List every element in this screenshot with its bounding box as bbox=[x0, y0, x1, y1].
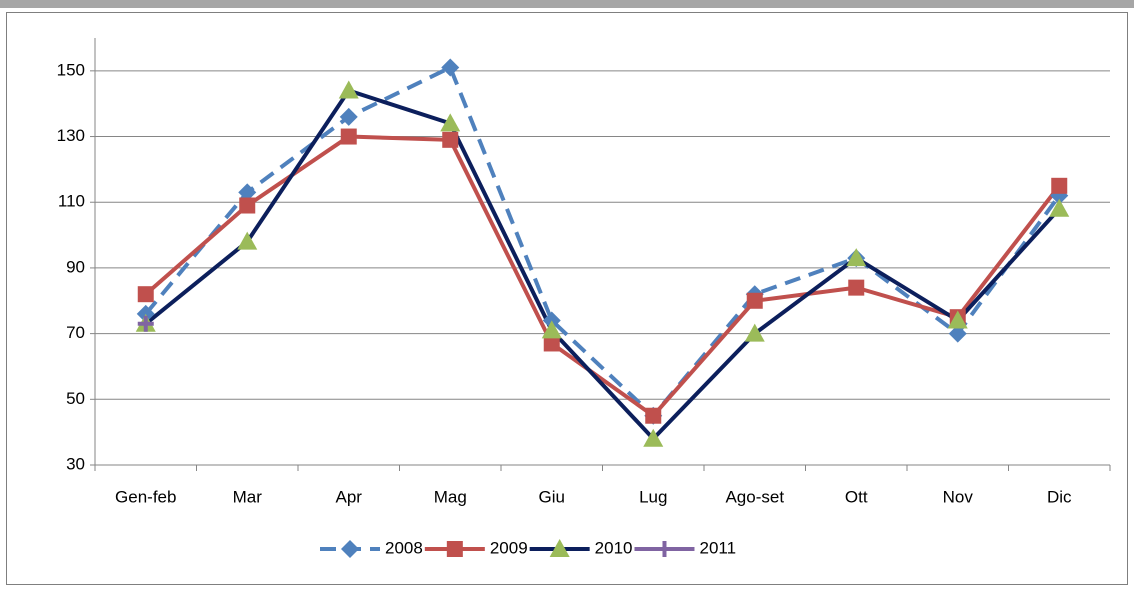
x-tick-label: Giu bbox=[539, 487, 565, 506]
x-tick-label: Mar bbox=[233, 487, 263, 506]
legend-label: 2010 bbox=[595, 538, 633, 557]
marker bbox=[137, 315, 154, 332]
y-tick-label: 30 bbox=[66, 454, 85, 473]
y-tick-label: 50 bbox=[66, 389, 85, 408]
series-line bbox=[144, 88, 1061, 441]
marker bbox=[338, 80, 359, 99]
marker bbox=[746, 292, 763, 309]
legend-label: 2008 bbox=[385, 538, 423, 557]
x-tick-label: Apr bbox=[336, 487, 363, 506]
marker bbox=[339, 107, 358, 126]
series-line bbox=[144, 65, 1061, 418]
marker bbox=[643, 428, 664, 447]
marker bbox=[947, 310, 968, 329]
marker bbox=[441, 58, 460, 77]
legend-marker bbox=[656, 541, 673, 557]
x-tick-label: Lug bbox=[639, 487, 667, 506]
marker bbox=[137, 286, 154, 303]
series-line bbox=[144, 134, 1061, 418]
x-tick-label: Gen-feb bbox=[115, 487, 176, 506]
legend-marker bbox=[341, 540, 359, 558]
y-tick-label: 70 bbox=[66, 323, 85, 342]
x-tick-label: Ago-set bbox=[725, 487, 784, 506]
marker bbox=[440, 113, 461, 132]
chart-frame bbox=[6, 12, 1128, 585]
marker bbox=[744, 323, 765, 342]
legend-label: 2011 bbox=[699, 538, 736, 557]
marker bbox=[238, 183, 257, 202]
marker bbox=[239, 197, 256, 214]
marker bbox=[442, 131, 459, 148]
marker bbox=[1051, 177, 1068, 194]
marker bbox=[1049, 198, 1070, 217]
marker bbox=[846, 248, 867, 267]
marker bbox=[541, 320, 562, 339]
legend-marker bbox=[446, 541, 463, 557]
legend-marker bbox=[549, 539, 570, 557]
marker bbox=[237, 231, 258, 250]
marker bbox=[340, 128, 357, 145]
marker bbox=[848, 279, 865, 296]
marker bbox=[948, 324, 967, 343]
y-tick-label: 130 bbox=[57, 126, 85, 145]
x-tick-label: Ott bbox=[845, 487, 868, 506]
y-tick-label: 150 bbox=[57, 60, 85, 79]
marker bbox=[645, 407, 662, 424]
window-bar bbox=[0, 0, 1134, 8]
x-tick-label: Dic bbox=[1047, 487, 1072, 506]
y-tick-label: 110 bbox=[58, 192, 85, 211]
marker bbox=[543, 335, 560, 352]
legend-label: 2009 bbox=[490, 538, 528, 557]
x-tick-label: Mag bbox=[434, 487, 467, 506]
y-tick-label: 90 bbox=[66, 257, 85, 276]
x-tick-label: Nov bbox=[943, 487, 974, 506]
